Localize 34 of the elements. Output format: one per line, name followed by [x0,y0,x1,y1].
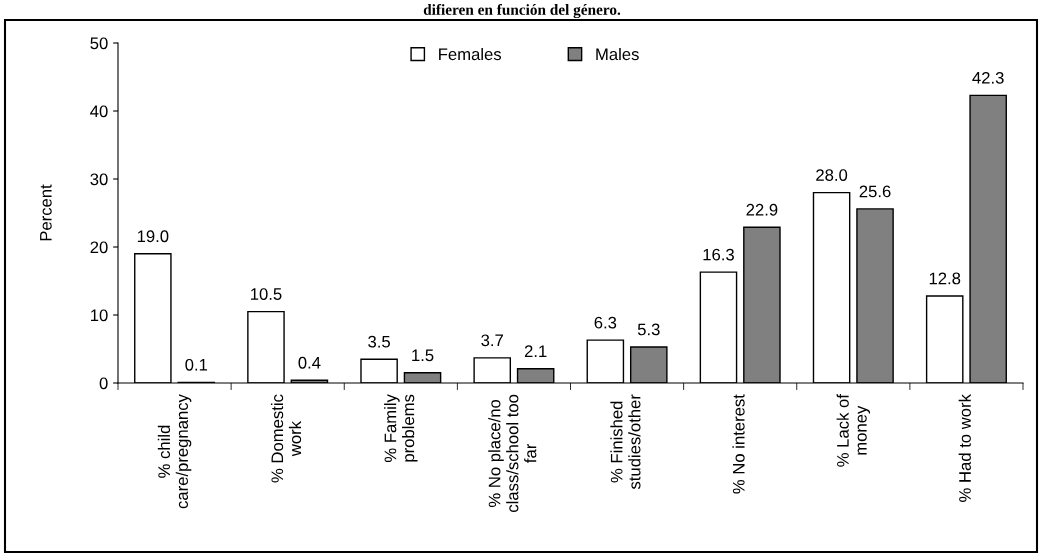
data-label: 1.5 [412,349,434,362]
data-label: 25.6 [859,185,891,198]
y-tick-label: 20 [90,241,108,254]
y-axis-title: Percent [40,184,52,241]
data-label: 19.0 [137,230,169,243]
x-tick-label: % Family problems [384,394,418,463]
legend-label: Males [596,47,639,61]
x-tick-label: % Finished studies/other [610,394,641,490]
data-label: 3.5 [368,335,390,348]
x-tick-label: % Had to work [958,394,971,502]
data-label: 28.0 [816,169,848,181]
y-tick-label: 50 [90,37,108,50]
legend-label: Females [439,47,502,61]
data-label: 0.4 [298,356,321,369]
data-label: 42.3 [972,71,1004,84]
data-label: 6.3 [594,316,617,329]
data-label: 10.5 [251,288,282,300]
x-tick-label: % No place/no class/school too far [488,394,537,512]
data-label: 5.3 [637,323,660,336]
data-label: 2.1 [524,345,547,357]
x-tick-label: % child care/pregnancy [157,394,192,509]
data-label: 0.1 [185,358,208,371]
data-label: 12.8 [929,272,961,285]
chart-title: difieren en función del género. [423,3,621,19]
x-tick-label: % Domestic work [270,394,302,483]
x-tick-label: % Lack of money [836,394,871,467]
y-tick-label: 0 [99,377,108,390]
y-tick-label: 10 [91,309,108,322]
data-label: 22.9 [746,203,778,216]
y-tick-label: 30 [90,173,108,186]
y-tick-label: 40 [90,105,108,118]
data-label: 16.3 [703,248,734,261]
x-tick-label: % No interest [732,394,745,494]
data-label: 3.7 [481,334,503,347]
